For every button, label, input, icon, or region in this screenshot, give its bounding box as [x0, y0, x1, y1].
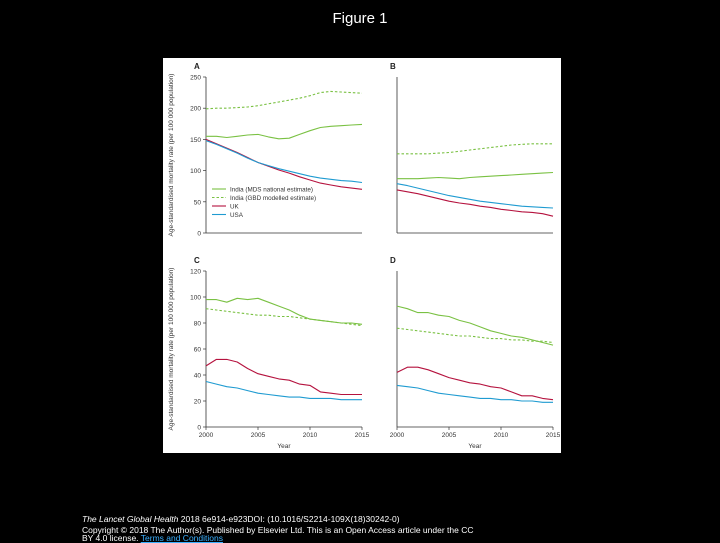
x-tick-label-d: 2005 [442, 432, 457, 439]
series-line-d-0 [396, 305, 554, 346]
series-line-b-1 [397, 143, 553, 155]
x-tick-label-c: 2015 [355, 432, 370, 439]
y-tick-label-a: 150 [190, 137, 201, 144]
series-line-d-3 [396, 384, 553, 403]
y-axis-title-a: Age-standardised mortality rate (per 100… [168, 74, 175, 237]
journal-name: The Lancet Global Health [82, 514, 179, 524]
series-line-a-0 [206, 123, 363, 140]
citation-footer: The Lancet Global Health 2018 6e914-e923… [82, 514, 602, 535]
y-tick-label-c: 20 [194, 399, 202, 406]
series-line-c-2 [205, 358, 362, 396]
license-text: BY 4.0 license. [82, 533, 139, 543]
x-tick-label-d: 2000 [390, 432, 405, 439]
terms-link[interactable]: Terms and Conditions [140, 533, 223, 543]
series-line-b-3 [396, 183, 554, 209]
series-line-b-0 [397, 171, 554, 180]
y-axis-title-c: Age-standardised mortality rate (per 100… [168, 268, 175, 431]
series-line-d-2 [396, 366, 554, 401]
slide-title: Figure 1 [332, 10, 388, 27]
license-line: BY 4.0 license. Terms and Conditions [82, 533, 223, 543]
panel-label-c: C [194, 256, 200, 265]
y-tick-label-c: 120 [190, 269, 201, 276]
x-tick-label-c: 2010 [303, 432, 318, 439]
y-tick-label-c: 80 [194, 321, 202, 328]
y-tick-label-a: 250 [190, 75, 201, 82]
legend-label-2: UK [230, 203, 240, 210]
x-tick-label-c: 2000 [199, 432, 214, 439]
y-tick-label-a: 50 [194, 199, 202, 206]
panel-label-d: D [390, 256, 396, 265]
series-line-b-2 [396, 189, 554, 217]
y-tick-label-c: 100 [190, 295, 201, 302]
panel-label-a: A [194, 62, 200, 71]
legend-label-1: India (GBD modelled estimate) [230, 195, 316, 202]
y-tick-label-a: 100 [190, 168, 201, 175]
y-tick-label-c: 0 [197, 425, 201, 432]
series-line-c-3 [205, 380, 362, 401]
x-tick-label-c: 2005 [251, 432, 266, 439]
figure-panel: A 0 50 100 150 200 250 Age-standardised mortali… [163, 58, 561, 453]
citation-text: 2018 6e914-e923DOI: (10.1016/S2214-109X(… [178, 514, 400, 524]
legend-label-3: USA [230, 212, 244, 219]
series-line-c-1 [205, 308, 363, 327]
x-axis-title-d: Year [468, 443, 482, 450]
copyright-text: Copyright © 2018 The Author(s). Publishe… [82, 524, 474, 535]
y-tick-label-a: 200 [190, 106, 201, 113]
x-tick-label-d: 2015 [546, 432, 561, 439]
x-tick-label-d: 2010 [494, 432, 509, 439]
series-line-d-1 [396, 327, 554, 344]
series-line-a-2 [205, 138, 363, 190]
y-tick-label-a: 0 [197, 231, 201, 238]
panel-label-b: B [390, 62, 396, 71]
series-line-a-1 [205, 90, 363, 110]
series-line-a-3 [205, 140, 363, 184]
y-tick-label-c: 40 [194, 373, 202, 380]
legend-label-0: India (MDS national estimate) [230, 186, 313, 193]
x-axis-title-c: Year [277, 443, 291, 450]
y-tick-label-c: 60 [194, 347, 202, 354]
